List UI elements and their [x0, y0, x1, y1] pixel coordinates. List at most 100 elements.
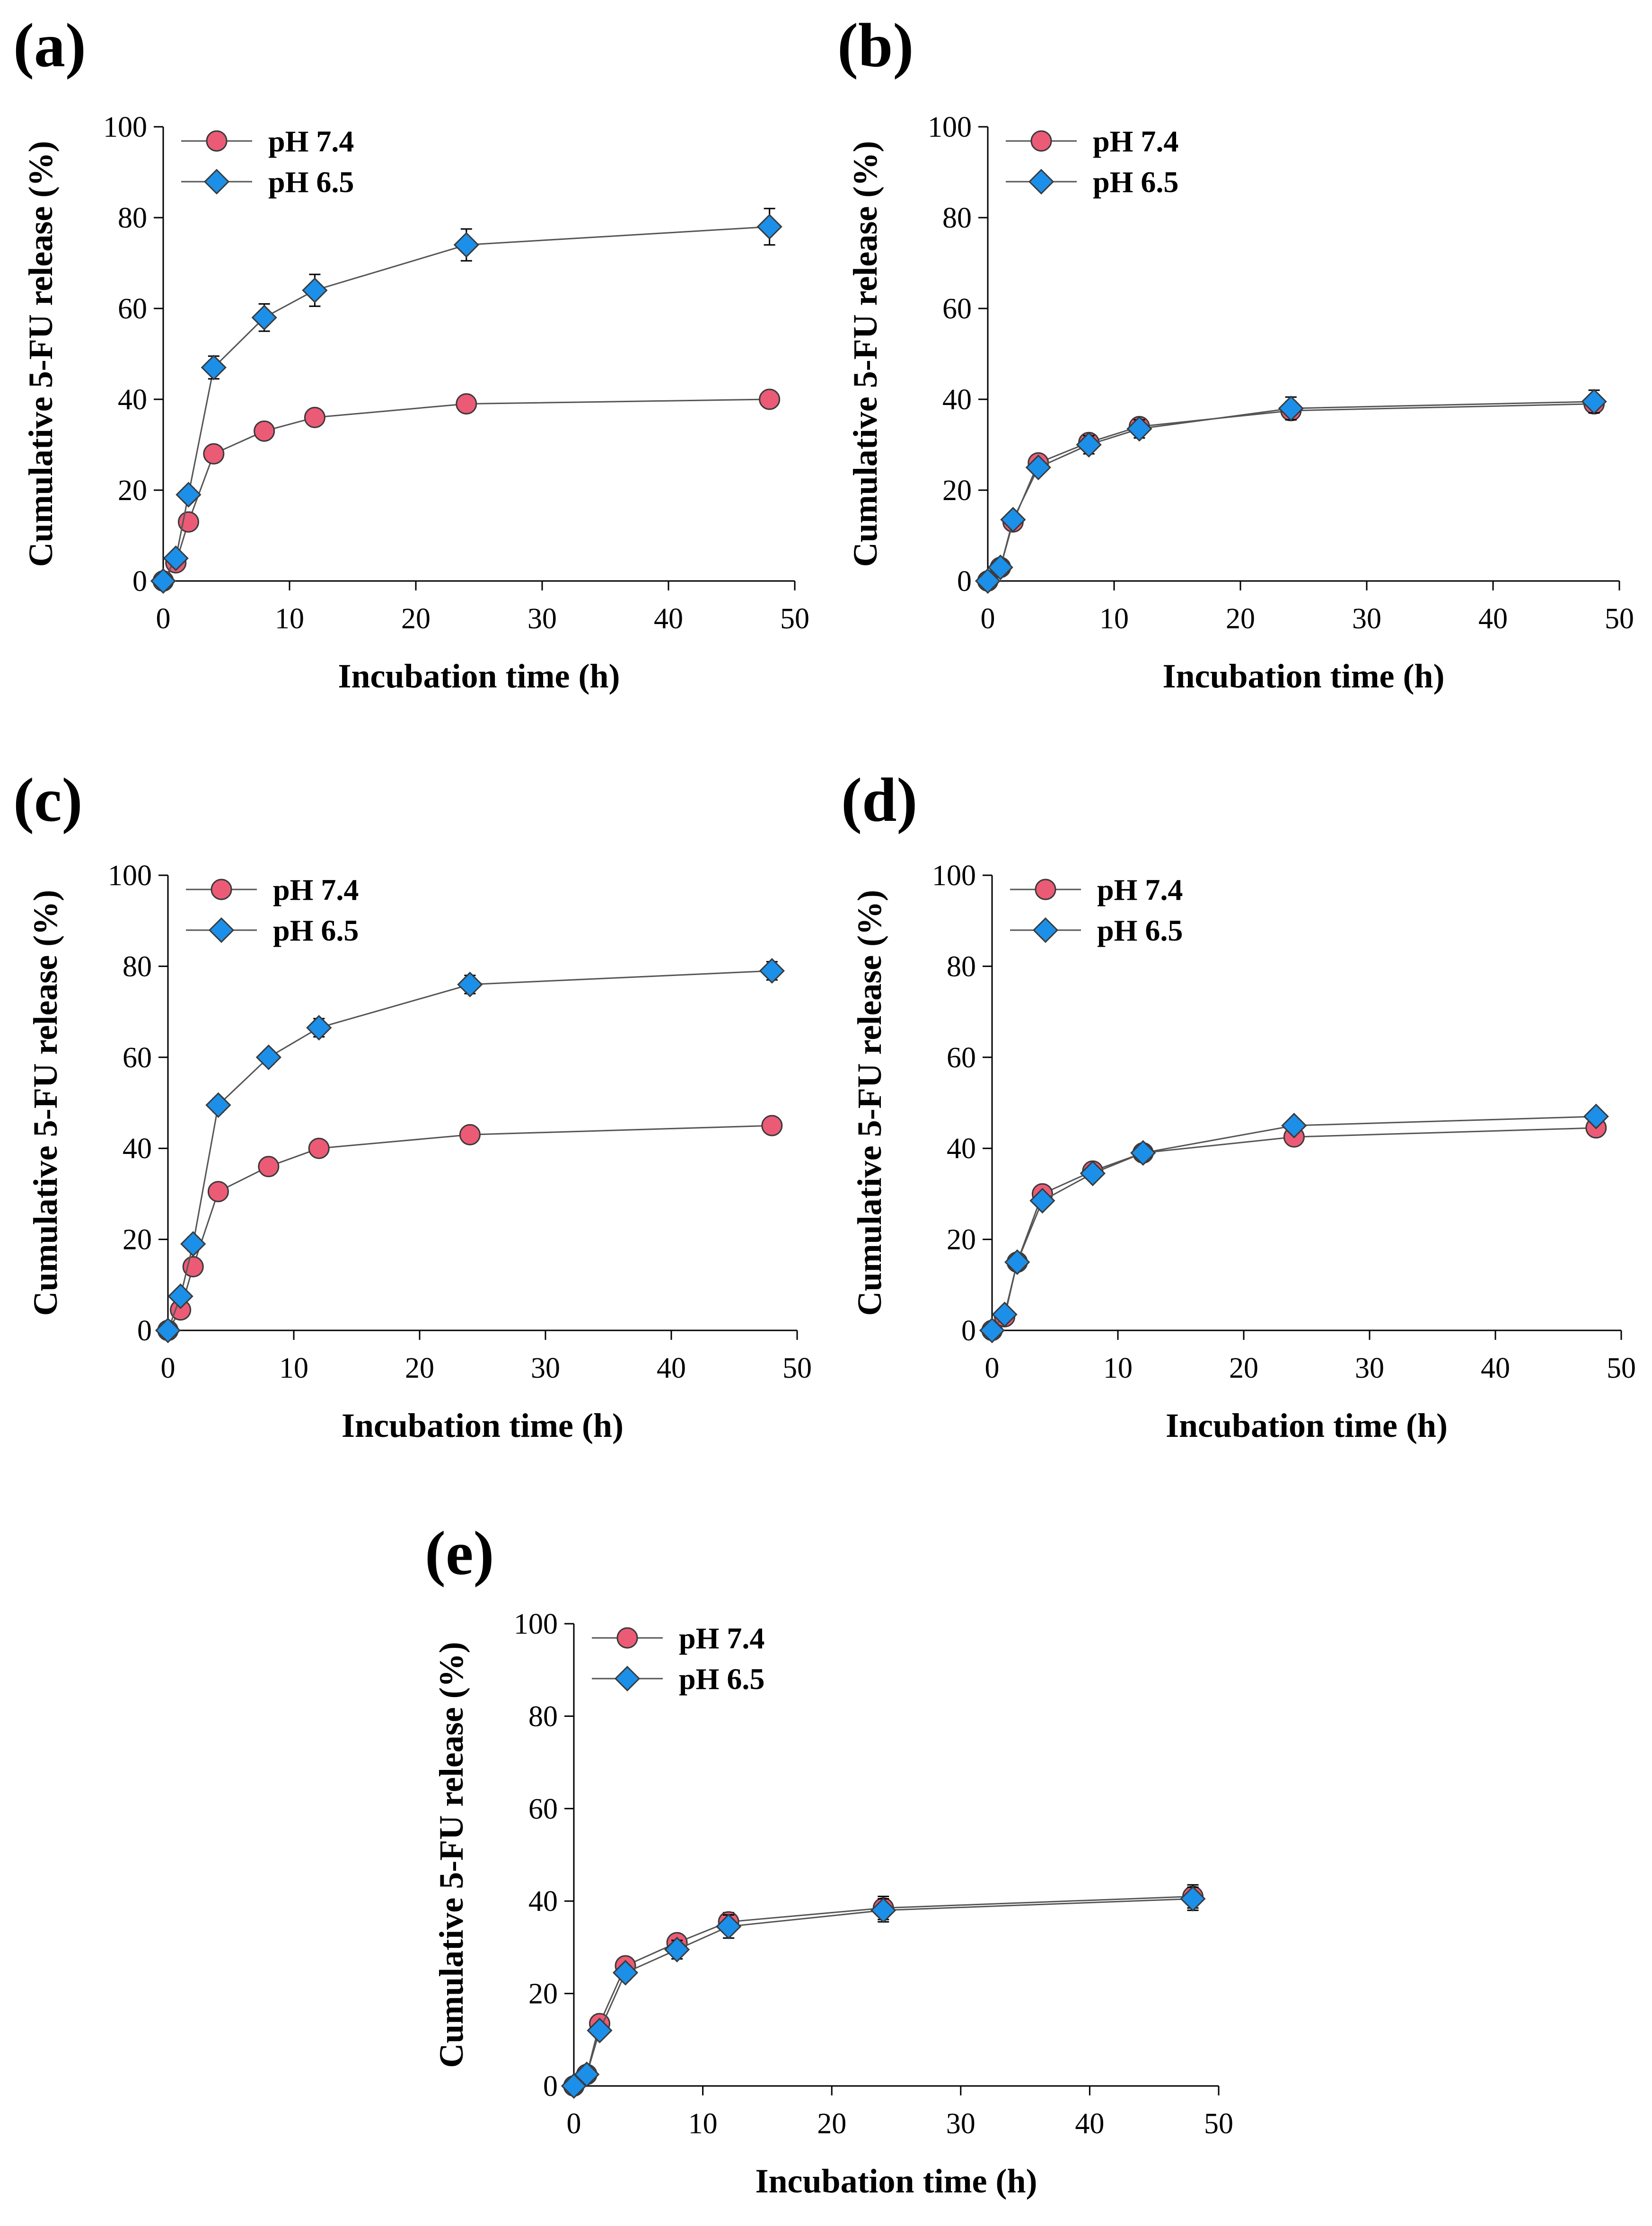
x-tick-label: 40 [1478, 603, 1508, 635]
y-tick-label: 80 [528, 1700, 558, 1733]
x-tick-label: 30 [527, 603, 557, 635]
data-point-diamond [664, 1936, 690, 1962]
data-point-diamond [975, 568, 1001, 594]
y-tick-label: 20 [528, 1978, 558, 2010]
legend-marker-diamond [1028, 168, 1054, 195]
x-tick-label: 50 [1607, 1352, 1636, 1384]
data-point-diamond [992, 1302, 1018, 1328]
legend-label: pH 7.4 [1097, 873, 1183, 906]
data-point-diamond [979, 1317, 1005, 1344]
y-tick-label: 0 [132, 565, 147, 598]
panel-c: (c) 0 20 40 60 80 100 0 10 20 30 40 50 Incubation tim… [13, 765, 812, 1444]
series-line [573, 1895, 1193, 2087]
y-tick-label: 60 [942, 293, 972, 325]
data-point-diamond [205, 1092, 231, 1118]
x-tick-label: 10 [275, 603, 304, 635]
y-tick-label: 100 [932, 860, 976, 892]
x-tick-label: 40 [1075, 2108, 1104, 2140]
y-tick-label: 80 [123, 950, 152, 983]
data-point-circle [304, 406, 325, 428]
legend: pH 7.4 pH 6.5 [186, 873, 359, 947]
data-point-diamond [150, 568, 176, 594]
data-point-circle [456, 393, 477, 415]
data-point-diamond [180, 1231, 206, 1257]
x-tick-label: 40 [657, 1352, 686, 1384]
x-tick-label: 30 [1355, 1352, 1384, 1384]
y-tick-label: 60 [947, 1042, 976, 1074]
y-tick-label: 0 [543, 2070, 558, 2103]
y-tick-label: 40 [528, 1885, 558, 1918]
data-point-circle [759, 388, 781, 410]
panel-letter-e: (e) [425, 1518, 494, 1588]
series-ph-7-4 [157, 1115, 783, 1341]
data-point-diamond [612, 1960, 639, 1986]
legend: pH 7.4 pH 6.5 [592, 1621, 764, 1696]
data-point-diamond [1281, 1112, 1307, 1139]
y-tick-label: 80 [942, 202, 972, 234]
legend-label: pH 6.5 [1097, 914, 1183, 947]
x-tick-label: 0 [985, 1352, 1000, 1384]
panel-e: (e) 0 20 40 60 80 100 0 10 20 30 40 50 Incubation tim… [425, 1518, 1233, 2200]
legend-label: pH 6.5 [268, 165, 354, 199]
x-tick-label: 0 [981, 603, 995, 635]
data-point-diamond [457, 971, 483, 998]
y-tick-label: 60 [123, 1042, 152, 1074]
data-point-diamond [1000, 507, 1026, 533]
y-tick-label: 20 [942, 475, 972, 507]
data-point-diamond [1126, 416, 1152, 442]
data-point-diamond [176, 482, 202, 508]
y-tick-label: 20 [118, 475, 147, 507]
legend: pH 7.4 pH 6.5 [181, 124, 354, 199]
data-point-diamond [759, 958, 785, 984]
data-point-circle [308, 1137, 330, 1159]
series-ph-6-5 [155, 958, 785, 1344]
y-tick-label: 60 [118, 293, 147, 325]
x-tick-label: 10 [688, 2108, 718, 2140]
x-tick-label: 20 [401, 603, 431, 635]
x-tick-label: 0 [161, 1352, 176, 1384]
y-tick-label: 100 [514, 1608, 558, 1640]
data-point-diamond [167, 1283, 193, 1309]
x-tick-label: 0 [156, 603, 171, 635]
panel-d: (d) 0 20 40 60 80 100 0 10 20 30 40 50 Incubation tim… [841, 765, 1636, 1444]
data-point-diamond [155, 1317, 181, 1344]
series-line [167, 970, 772, 1331]
legend-marker-circle [616, 1627, 638, 1649]
data-point-circle [459, 1124, 481, 1145]
data-point-diamond [1581, 388, 1607, 414]
data-point-diamond [163, 545, 189, 572]
x-tick-label: 50 [780, 603, 809, 635]
data-point-diamond [1029, 1188, 1055, 1214]
series-line [162, 398, 770, 581]
x-tick-label: 10 [1099, 603, 1129, 635]
x-tick-label: 50 [782, 1352, 812, 1384]
x-axis-title: Incubation time (h) [755, 2162, 1037, 2200]
series-ph-7-4 [981, 1117, 1607, 1341]
legend-marker-circle [1035, 879, 1056, 900]
data-point-circle [207, 1181, 229, 1203]
data-point-diamond [251, 305, 277, 331]
y-tick-label: 100 [108, 860, 152, 892]
x-tick-label: 50 [1605, 603, 1634, 635]
y-tick-label: 40 [942, 384, 972, 416]
y-axis-title: Cumulative 5-FU release (%) [846, 141, 884, 567]
legend-label: pH 7.4 [273, 873, 359, 906]
legend-marker-circle [1030, 130, 1052, 152]
y-tick-label: 40 [947, 1133, 976, 1165]
series-line [987, 401, 1594, 582]
y-tick-label: 80 [947, 950, 976, 983]
x-axis-title: Incubation time (h) [342, 1407, 624, 1444]
x-axis-title: Incubation time (h) [338, 657, 620, 695]
legend-label: pH 7.4 [1093, 124, 1178, 158]
y-tick-label: 40 [123, 1133, 152, 1165]
data-point-diamond [453, 232, 479, 258]
series-ph-7-4 [977, 393, 1605, 592]
panel-letter-b: (b) [837, 10, 914, 80]
y-axis-title: Cumulative 5-FU release (%) [22, 141, 60, 567]
data-point-diamond [1080, 1160, 1106, 1187]
y-axis-title: Cumulative 5-FU release (%) [26, 890, 64, 1316]
data-point-circle [258, 1156, 280, 1178]
legend-marker-circle [211, 879, 232, 900]
data-point-diamond [1004, 1249, 1030, 1275]
